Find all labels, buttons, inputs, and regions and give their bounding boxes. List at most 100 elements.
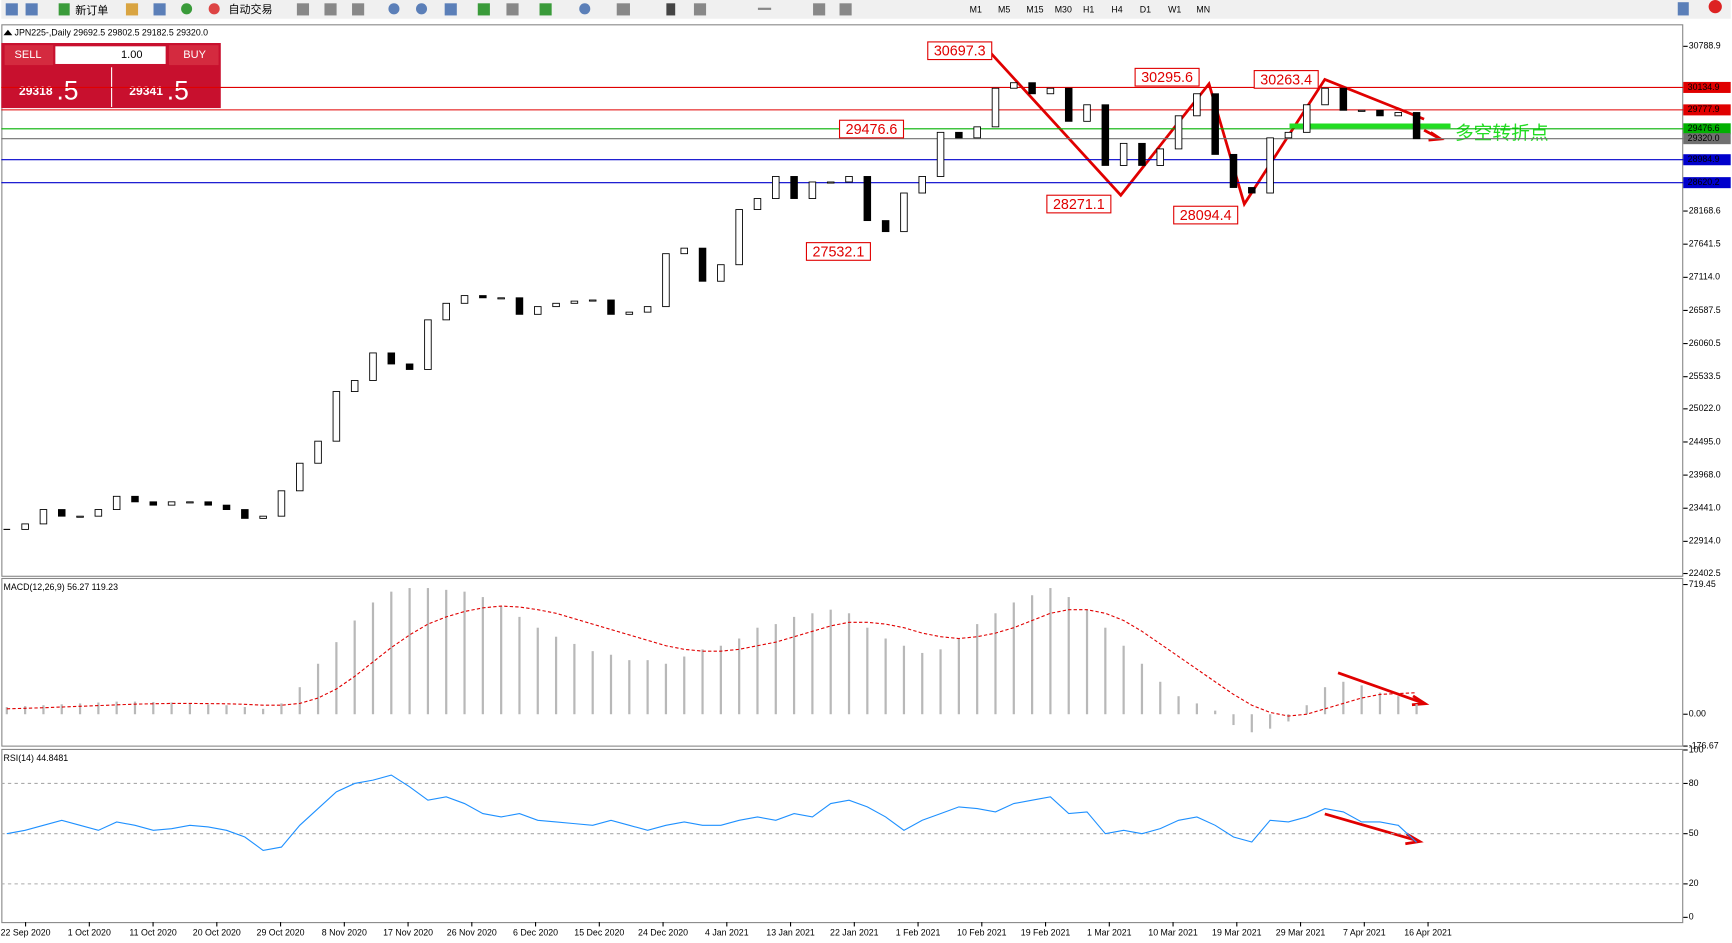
- candle: [680, 247, 688, 255]
- candle: [1156, 148, 1165, 166]
- timeframe[interactable]: M30: [1055, 4, 1072, 14]
- icon[interactable]: [839, 3, 852, 16]
- icon[interactable]: [208, 3, 220, 15]
- icon[interactable]: [1708, 0, 1722, 14]
- y-tick-label: 30788.9: [1689, 41, 1721, 51]
- auto-trading[interactable]: 自动交易: [229, 2, 273, 16]
- timeframe[interactable]: H1: [1083, 4, 1094, 14]
- buy-price-frac[interactable]: .5: [167, 75, 189, 105]
- candle: [57, 509, 66, 517]
- toolbar: [1, 0, 1731, 19]
- candle: [1064, 87, 1073, 122]
- icon[interactable]: [5, 3, 18, 16]
- y-tick-label: 23441.0: [1689, 503, 1721, 513]
- candle: [936, 131, 945, 177]
- candle: [808, 181, 817, 199]
- macd-bar: [738, 638, 741, 715]
- x-tick-label: 1 Mar 2021: [1087, 927, 1132, 937]
- macd-bar: [792, 616, 796, 715]
- icon[interactable]: [506, 3, 519, 16]
- icon[interactable]: [388, 3, 400, 15]
- icon[interactable]: [153, 3, 166, 16]
- candle: [460, 295, 469, 304]
- macd-bar: [115, 701, 118, 715]
- x-tick-label: 19 Mar 2021: [1212, 927, 1262, 937]
- macd-bar: [1159, 681, 1162, 715]
- timeframe[interactable]: H4: [1111, 4, 1122, 14]
- y-tick-label: 100: [1689, 744, 1704, 754]
- y-tick-label: 25022.0: [1689, 403, 1721, 413]
- icon[interactable]: [324, 3, 337, 16]
- timeframe[interactable]: M15: [1026, 4, 1043, 14]
- macd-bar: [1360, 685, 1363, 715]
- candle: [1412, 112, 1421, 140]
- macd-bar: [1085, 609, 1089, 715]
- icon[interactable]: [616, 3, 630, 16]
- swing-label: 28271.1: [1053, 197, 1105, 213]
- candle: [625, 311, 634, 315]
- level-label: 30134.9: [1688, 82, 1720, 92]
- icon[interactable]: [477, 3, 490, 16]
- icon[interactable]: [416, 3, 428, 15]
- sell-price[interactable]: 29318: [19, 84, 53, 98]
- volume-box[interactable]: [55, 46, 166, 64]
- collapse-icon[interactable]: [3, 29, 13, 36]
- icon[interactable]: [296, 3, 310, 16]
- icon[interactable]: [539, 3, 552, 16]
- icon[interactable]: [181, 3, 193, 15]
- icon[interactable]: [666, 3, 676, 16]
- icon[interactable]: [757, 7, 772, 10]
- macd-bar: [683, 656, 686, 715]
- macd-bar: [646, 660, 649, 715]
- icon[interactable]: [693, 3, 707, 16]
- new-order[interactable]: 新订单: [75, 3, 108, 17]
- buy-price[interactable]: 29341: [129, 84, 163, 98]
- icon[interactable]: [125, 3, 139, 16]
- macd-bar: [170, 702, 173, 715]
- macd-bar: [1378, 692, 1382, 715]
- macd-bar: [536, 627, 539, 715]
- buy-label[interactable]: BUY: [183, 49, 206, 61]
- icon[interactable]: [58, 3, 70, 16]
- sell-label[interactable]: SELL: [15, 49, 42, 61]
- candle: [973, 126, 981, 139]
- y-tick-label: 80: [1689, 778, 1699, 788]
- macd-bar: [152, 701, 155, 715]
- sell-button[interactable]: [4, 45, 54, 66]
- icon[interactable]: [352, 3, 365, 16]
- icon[interactable]: [1677, 2, 1689, 16]
- macd-bar: [1397, 696, 1400, 715]
- buy-button[interactable]: [168, 45, 219, 66]
- macd-bar: [1342, 681, 1345, 715]
- icon[interactable]: [25, 3, 38, 16]
- candle: [1302, 104, 1311, 133]
- candle: [479, 295, 487, 299]
- timeframe[interactable]: M1: [970, 4, 982, 14]
- candle: [1339, 87, 1348, 111]
- macd-bar: [188, 703, 192, 715]
- sell-price-frac[interactable]: .5: [56, 75, 78, 105]
- timeframe[interactable]: W1: [1168, 4, 1181, 14]
- timeframe[interactable]: D1: [1140, 4, 1151, 14]
- macd-bar: [719, 645, 722, 715]
- candle: [552, 302, 560, 308]
- timeframe[interactable]: M5: [998, 4, 1010, 14]
- x-tick-label: 15 Dec 2020: [574, 927, 624, 937]
- macd-bar: [609, 654, 613, 715]
- candle: [94, 509, 103, 517]
- icon[interactable]: [813, 3, 826, 16]
- macd-bar: [316, 663, 320, 715]
- macd-bar: [42, 705, 45, 715]
- volume[interactable]: 1.00: [121, 49, 142, 61]
- macd-bar: [921, 652, 924, 715]
- level-tag: [1683, 81, 1731, 93]
- macd-bar: [1012, 602, 1015, 715]
- swing-box: [805, 242, 871, 261]
- swing-label: 30697.3: [934, 44, 986, 60]
- macd-bar: [902, 645, 906, 715]
- toolbar-icons: [5, 0, 1722, 16]
- macd-bar: [280, 703, 283, 715]
- timeframe[interactable]: MN: [1196, 4, 1210, 14]
- icon[interactable]: [444, 3, 457, 16]
- icon[interactable]: [579, 3, 591, 15]
